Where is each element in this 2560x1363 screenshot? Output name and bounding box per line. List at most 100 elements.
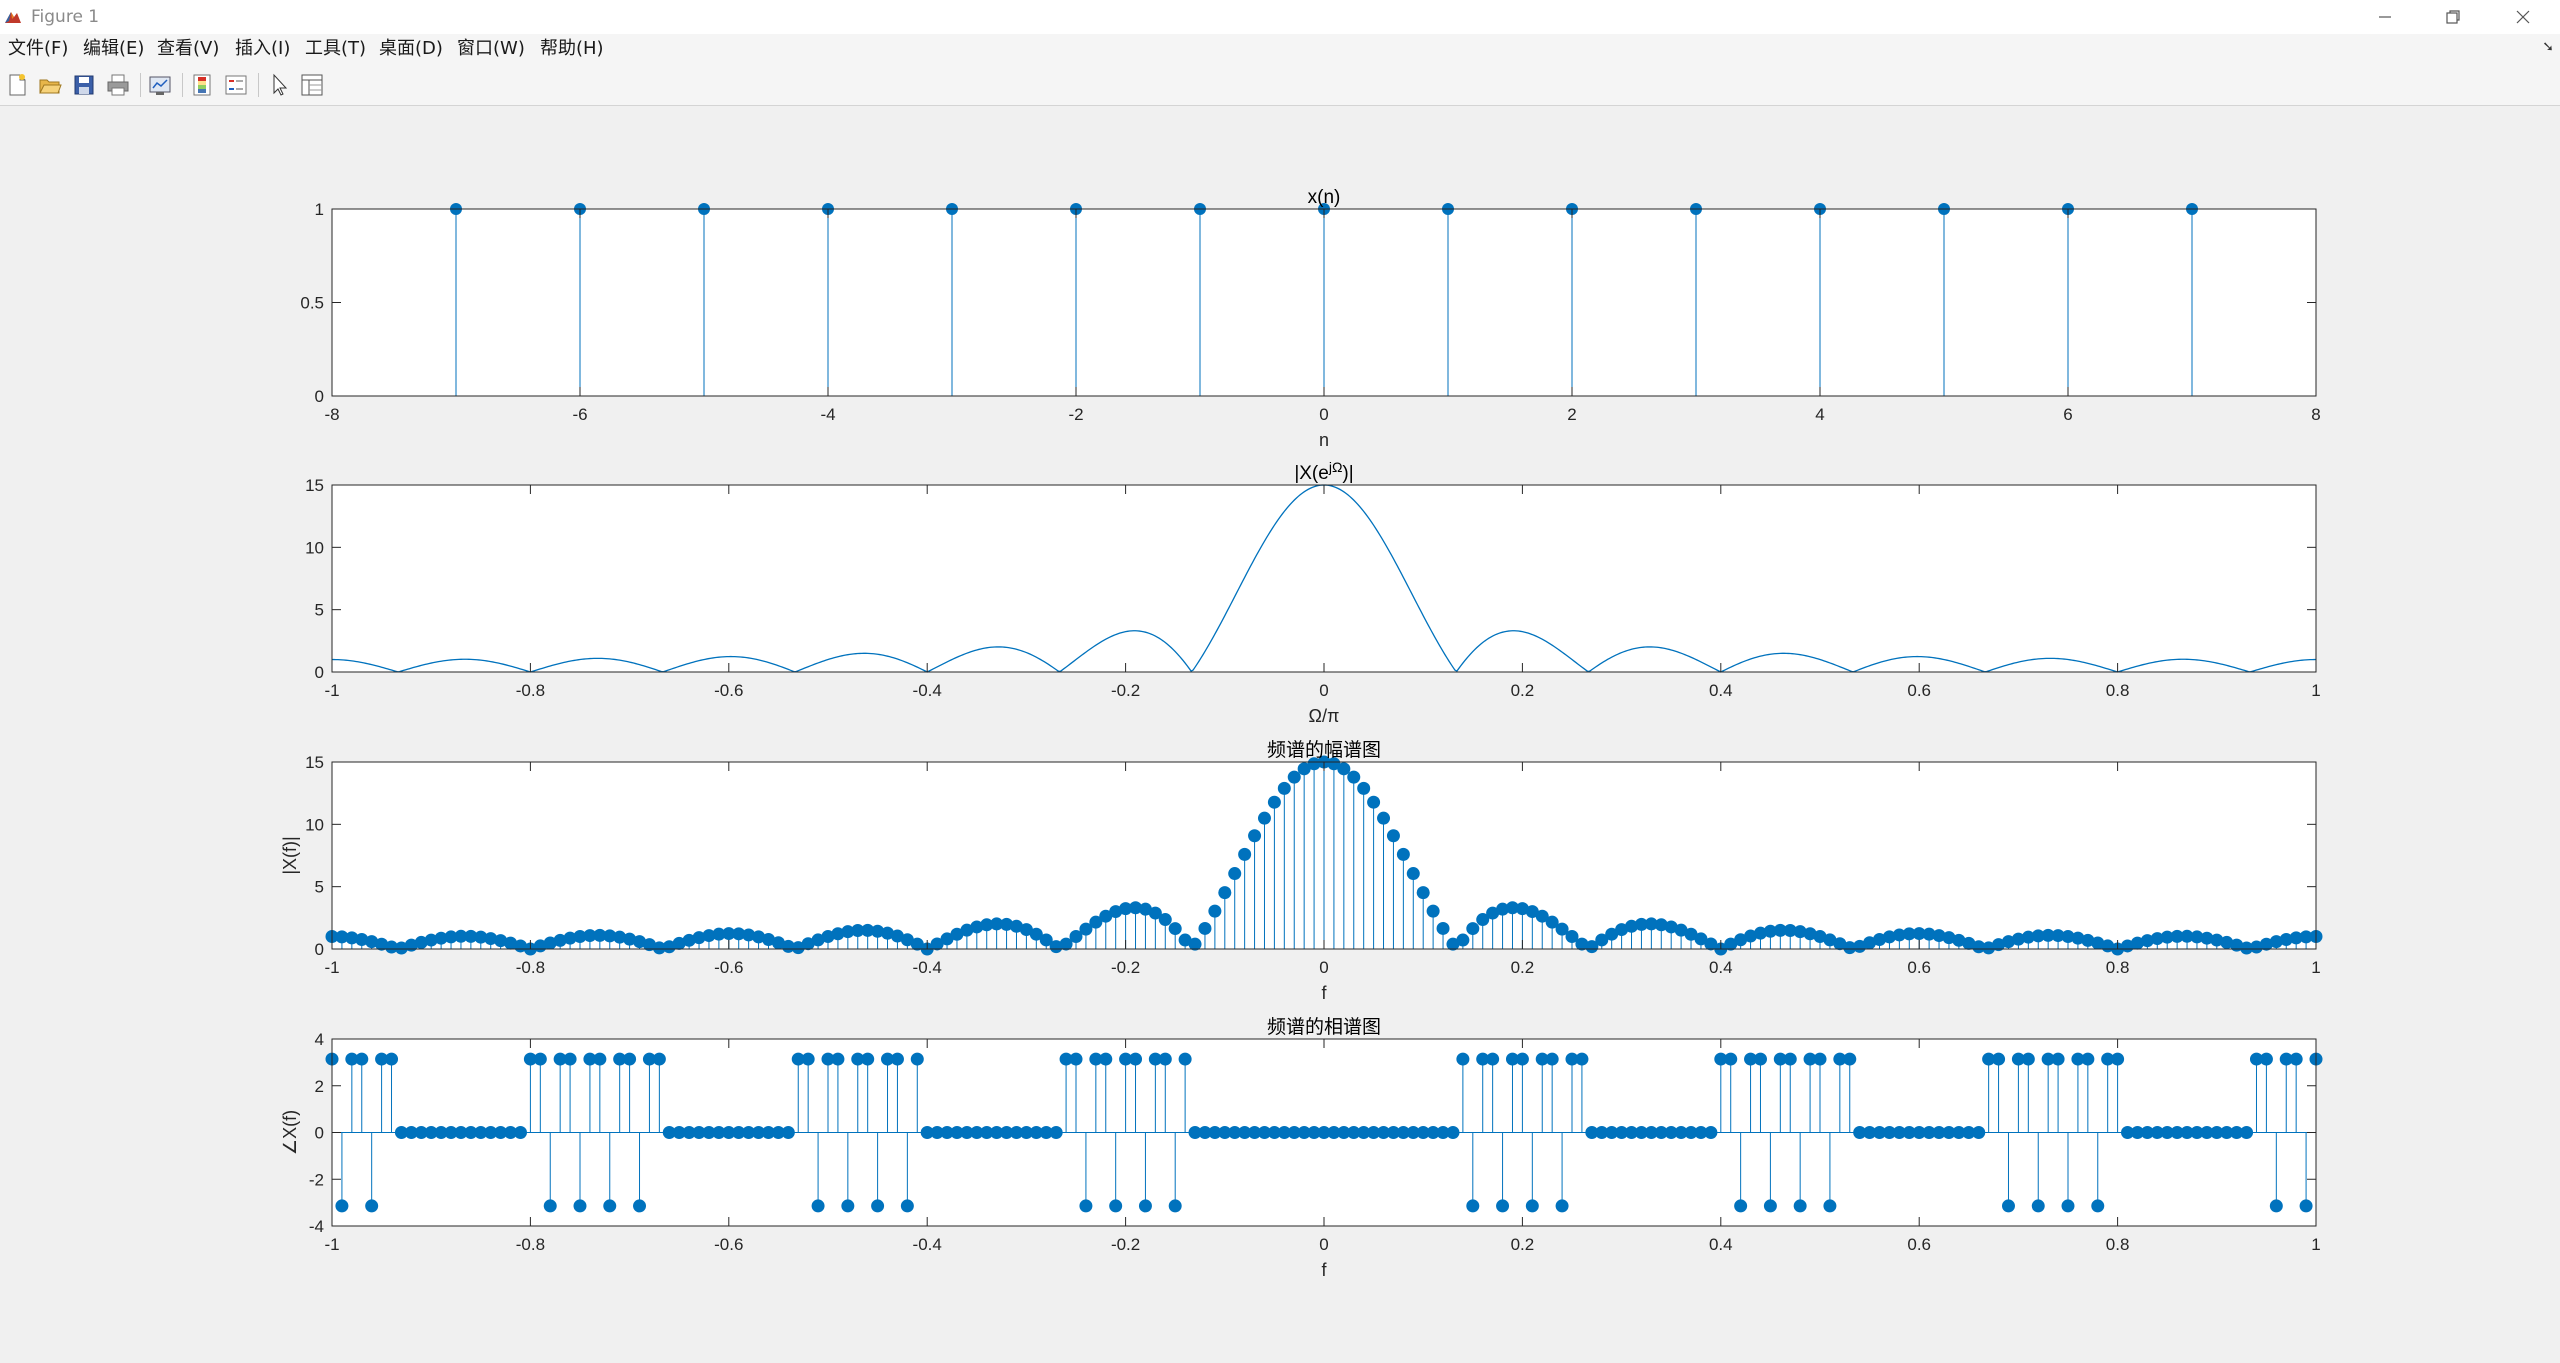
x-tick-label: -0.8 (516, 681, 545, 700)
stem-marker (2041, 1052, 2055, 1066)
stem-marker (2150, 932, 2164, 946)
stem-marker (1396, 847, 1410, 861)
stem-marker (1823, 1199, 1837, 1213)
stem-marker (335, 930, 349, 944)
open-file-icon (39, 79, 62, 94)
legend-button[interactable] (223, 72, 249, 98)
stem-marker (1545, 915, 1559, 929)
menu-file[interactable]: 文件(F) (8, 38, 69, 59)
restore-button[interactable] (2418, 0, 2488, 34)
y-tick-label: 10 (305, 538, 324, 557)
stem-marker (2289, 931, 2303, 945)
stem-marker (2160, 930, 2174, 944)
stem-marker (404, 938, 418, 952)
stem-marker (1238, 847, 1252, 861)
open-file-button[interactable] (37, 72, 63, 98)
stem-marker (821, 1052, 835, 1066)
stem-marker (1119, 1052, 1133, 1066)
stem-marker (1942, 931, 1956, 945)
stem-marker (930, 937, 944, 951)
stem-marker (2170, 929, 2184, 943)
stem-marker (1505, 1052, 1519, 1066)
new-figure-icon (9, 74, 26, 96)
colorbar-button[interactable] (189, 72, 215, 98)
stem-marker (1892, 928, 1906, 942)
stem-marker (1099, 1052, 1113, 1066)
property-inspector-button[interactable] (299, 72, 325, 98)
link-plot-button[interactable] (147, 72, 173, 98)
stem-marker (1724, 937, 1738, 951)
stem-marker (1595, 933, 1609, 947)
menu-overflow-arrow-icon[interactable]: ➘ (2542, 39, 2554, 55)
stem-marker (1069, 1052, 1083, 1066)
menu-desktop[interactable]: 桌面(D) (379, 38, 443, 59)
menu-insert[interactable]: 插入(I) (235, 38, 291, 59)
stem-marker (2249, 1052, 2263, 1066)
stem-marker (494, 934, 508, 948)
stem-marker (623, 932, 637, 946)
stem-marker (1962, 936, 1976, 950)
stem-marker (1972, 940, 1986, 954)
stem-marker (900, 933, 914, 947)
stem-marker (1099, 909, 1113, 923)
stem-marker (950, 927, 964, 941)
menu-tools[interactable]: 工具(T) (305, 38, 367, 59)
stem-marker (1724, 1052, 1738, 1066)
x-tick-label: 1 (2311, 1235, 2320, 1254)
stem-marker (1992, 938, 2006, 952)
menu-window[interactable]: 窗口(W) (457, 38, 525, 59)
edit-plot-button[interactable] (266, 72, 292, 98)
new-figure-button[interactable] (4, 72, 30, 98)
stem-marker (1168, 922, 1182, 936)
toolbar-separator (258, 73, 259, 97)
toolbar-separator (182, 73, 183, 97)
stem-marker (345, 1052, 359, 1066)
stem-marker (1515, 902, 1529, 916)
stem-marker (2051, 1052, 2065, 1066)
stem-marker (1476, 913, 1490, 927)
stem-marker (742, 928, 756, 942)
stem-marker (2081, 1052, 2095, 1066)
save-button[interactable] (71, 72, 97, 98)
stem-marker (1912, 927, 1926, 941)
plot-area: -8 -6 -4 -2 0 2 4 6 8 0 0.5 1 x(n) n -1 -0.8 -0.6 -0.4 -0.… (280, 187, 2323, 1280)
stem-marker (2021, 930, 2035, 944)
stem-marker (1823, 933, 1837, 947)
link-plot-icon (149, 76, 171, 95)
x-tick-label: 0.6 (1907, 681, 1931, 700)
stem-marker (563, 1052, 577, 1066)
legend-icon (225, 75, 247, 95)
x-tick-label: -1 (324, 681, 339, 700)
menu-help[interactable]: 帮助(H) (540, 38, 604, 59)
stem-marker (841, 925, 855, 939)
stem-marker (662, 940, 676, 954)
stem-marker (2289, 1052, 2303, 1066)
stem-marker (1843, 941, 1857, 955)
stem-marker (603, 1199, 617, 1213)
menu-edit[interactable]: 编辑(E) (83, 38, 145, 59)
y-tick-label: 0 (315, 1124, 324, 1143)
stem-marker (1803, 1052, 1817, 1066)
axes-background (332, 485, 2316, 672)
stem-marker (692, 931, 706, 945)
stem-marker (553, 933, 567, 947)
x-tick-label: -2 (1068, 405, 1083, 424)
stem-marker (712, 927, 726, 941)
close-button[interactable] (2488, 0, 2558, 34)
stem-marker (2011, 1052, 2025, 1066)
toolbar-separator (140, 73, 141, 97)
restore-icon (2446, 10, 2460, 24)
x-tick-label: 0.6 (1907, 958, 1931, 977)
print-button[interactable] (105, 72, 131, 98)
stem-marker (1505, 901, 1519, 915)
y-tick-label: 4 (315, 1030, 324, 1049)
minimize-button[interactable] (2350, 0, 2420, 34)
stem-marker (2130, 936, 2144, 950)
stem-marker (1714, 1052, 1728, 1066)
stem-marker (335, 1199, 349, 1213)
stem-marker (2091, 1199, 2105, 1213)
x-tick-label: 0.2 (1511, 958, 1535, 977)
x-tick-label: 0 (1319, 681, 1328, 700)
menu-view[interactable]: 查看(V) (157, 38, 220, 59)
x-tick-label: -0.6 (714, 1235, 743, 1254)
